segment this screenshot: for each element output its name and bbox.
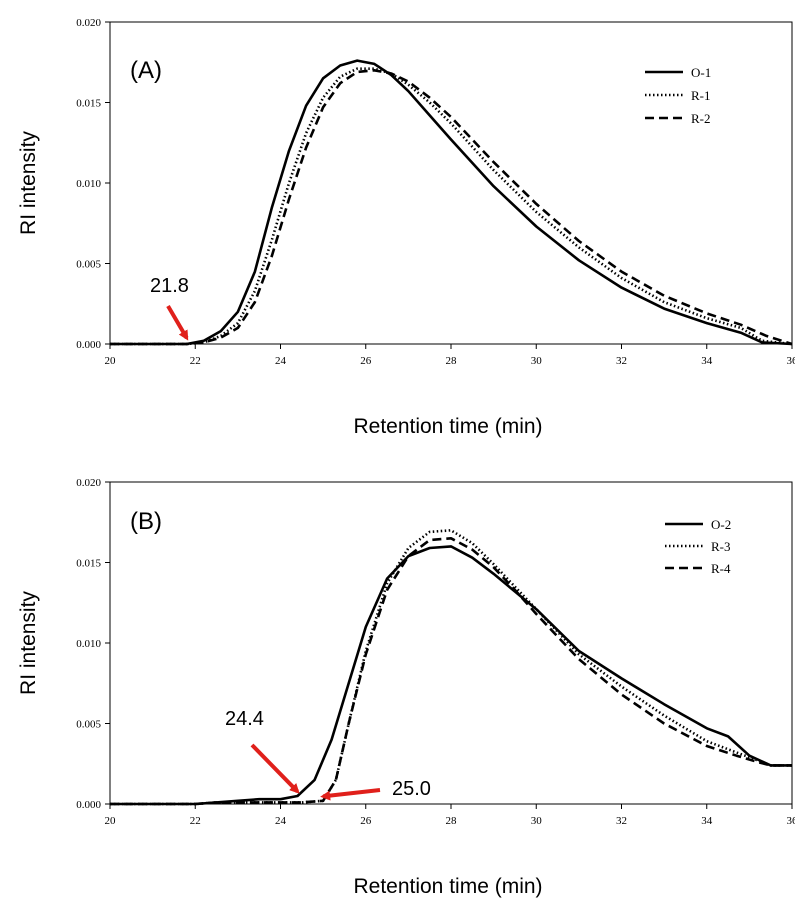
y-axis-label: RI intensity: [17, 131, 40, 235]
x-tick-label: 26: [360, 815, 372, 827]
annotation-arrow: [250, 743, 300, 794]
y-tick-label: 0.015: [76, 558, 101, 570]
legend-label-r-3: R-3: [711, 539, 731, 554]
chart-panel-1: 20 22 24 26 28 30 32 34 36 0.000 0.005 0.010 0.015 0.…: [17, 17, 795, 438]
x-tick-label: 20: [105, 815, 117, 827]
legend: O-1 R-1 R-2: [645, 65, 711, 126]
y-tick-label: 0.000: [76, 799, 101, 811]
annotation-label: 24.4: [225, 708, 264, 730]
chart-panel-2: 20 22 24 26 28 30 32 34 36 0.000 0.005 0.010 0.015 0.…: [17, 477, 795, 898]
x-axis-label: Retention time (min): [353, 415, 542, 438]
series-line-r-2: [110, 69, 793, 346]
panel-label: (B): [130, 508, 162, 535]
x-tick-label: 28: [446, 815, 458, 827]
x-tick-label: 24: [275, 355, 287, 367]
series-line-o-1: [110, 59, 793, 346]
y-tick-label: 0.010: [76, 178, 101, 190]
x-tick-label: 26: [360, 355, 372, 367]
x-tick-label: 36: [787, 815, 795, 827]
y-tick-label: 0.005: [76, 259, 101, 271]
x-tick-label: 30: [531, 815, 543, 827]
annotation-label: 21.8: [150, 275, 189, 297]
legend-label-r-2: R-2: [691, 111, 711, 126]
legend-label-o-2: O-2: [711, 517, 731, 532]
series-line-r-1: [110, 67, 793, 346]
x-tick-label: 22: [190, 815, 201, 827]
x-tick-label: 24: [275, 815, 287, 827]
y-tick-label: 0.000: [76, 339, 101, 351]
legend-label-o-1: O-1: [691, 65, 711, 80]
y-axis-label: RI intensity: [17, 591, 40, 695]
y-tick-label: 0.020: [76, 17, 101, 29]
x-tick-label: 28: [446, 355, 458, 367]
series-line-r-3: [110, 529, 792, 806]
x-tick-label: 22: [190, 355, 201, 367]
legend-label-r-4: R-4: [711, 561, 731, 576]
annotation-label: 25.0: [392, 778, 431, 800]
x-tick-label: 34: [701, 355, 713, 367]
series-line-r-4: [110, 537, 792, 806]
y-tick-label: 0.005: [76, 719, 101, 731]
x-tick-label: 32: [616, 355, 627, 367]
y-tick-label: 0.020: [76, 477, 101, 489]
annotation-arrow: [166, 304, 189, 341]
x-tick-label: 20: [105, 355, 117, 367]
x-tick-label: 32: [616, 815, 627, 827]
x-tick-label: 30: [531, 355, 543, 367]
y-tick-label: 0.015: [76, 98, 101, 110]
legend: O-2 R-3 R-4: [665, 517, 731, 576]
panel-label: (A): [130, 57, 162, 84]
plot-frame: [109, 481, 793, 805]
series-line-o-2: [110, 545, 792, 806]
x-tick-label: 36: [787, 355, 795, 367]
x-axis-label: Retention time (min): [353, 875, 542, 898]
legend-label-r-1: R-1: [691, 88, 711, 103]
y-tick-label: 0.010: [76, 638, 101, 650]
annotation-arrow: [320, 788, 381, 801]
x-tick-label: 34: [701, 815, 713, 827]
plot-frame: [109, 21, 793, 345]
